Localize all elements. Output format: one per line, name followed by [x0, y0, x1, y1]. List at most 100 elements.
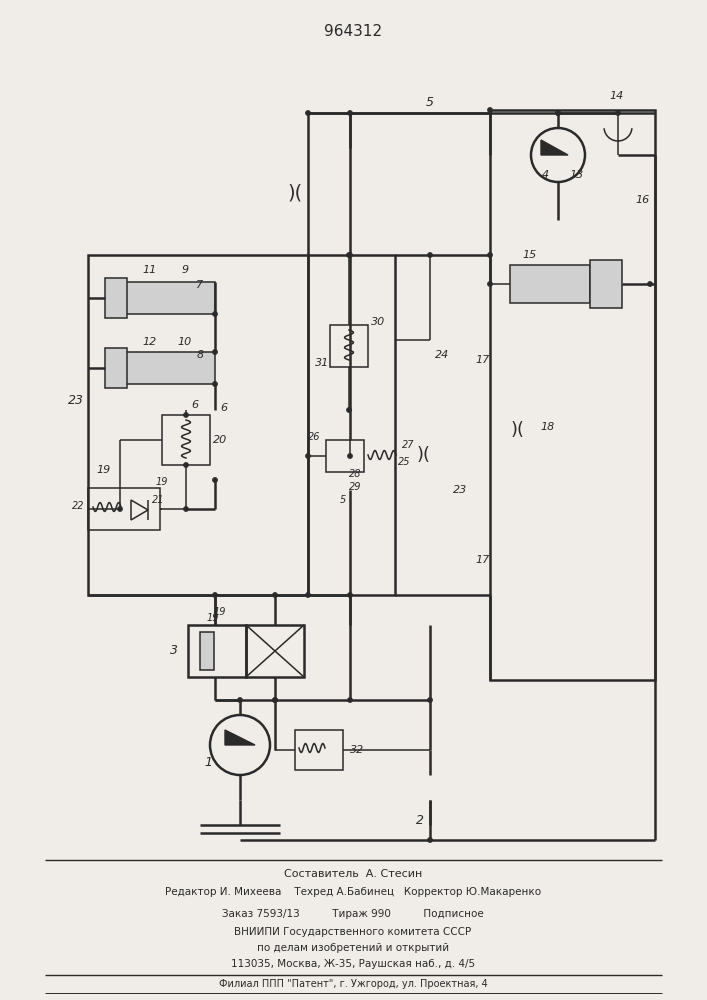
Circle shape [346, 408, 351, 412]
Text: 28: 28 [349, 469, 361, 479]
Circle shape [616, 110, 621, 115]
Text: 3: 3 [170, 644, 178, 656]
Text: 6: 6 [192, 400, 199, 410]
Text: 964312: 964312 [324, 24, 382, 39]
Circle shape [272, 698, 278, 702]
Text: ВНИИПИ Государственного комитета СССР: ВНИИПИ Государственного комитета СССР [235, 927, 472, 937]
Bar [326, 440, 364, 472]
Text: 18: 18 [541, 422, 555, 432]
Circle shape [117, 506, 122, 512]
Circle shape [213, 478, 218, 483]
Circle shape [184, 462, 189, 468]
Circle shape [488, 107, 493, 112]
Text: 6: 6 [221, 403, 228, 413]
Circle shape [238, 698, 243, 702]
Text: Заказ 7593/13          Тираж 990          Подписное: Заказ 7593/13 Тираж 990 Подписное [222, 909, 484, 919]
Bar [200, 632, 214, 670]
Text: 16: 16 [636, 195, 650, 205]
Text: 2: 2 [416, 814, 424, 826]
Circle shape [648, 282, 653, 286]
Text: 12: 12 [143, 337, 157, 347]
Bar [490, 110, 655, 680]
Text: 1: 1 [204, 756, 212, 768]
Bar [162, 415, 210, 465]
Circle shape [213, 312, 218, 316]
Circle shape [272, 698, 278, 702]
Circle shape [488, 282, 493, 286]
Text: 27: 27 [402, 440, 414, 450]
Text: 5: 5 [426, 97, 434, 109]
Text: 10: 10 [178, 337, 192, 347]
Circle shape [305, 454, 310, 458]
Text: 24: 24 [435, 350, 449, 360]
Text: 11: 11 [143, 265, 157, 275]
Text: 13: 13 [570, 170, 584, 180]
Circle shape [272, 592, 278, 597]
Circle shape [184, 412, 189, 418]
Text: )(: )( [417, 446, 431, 464]
Polygon shape [225, 730, 255, 745]
Text: 19: 19 [214, 607, 226, 617]
Text: 22: 22 [71, 501, 84, 511]
Bar [120, 352, 215, 384]
Bar [295, 730, 343, 770]
Circle shape [428, 698, 433, 702]
Text: Составитель  А. Стесин: Составитель А. Стесин [284, 869, 422, 879]
Text: 17: 17 [476, 555, 490, 565]
Circle shape [348, 252, 353, 257]
Bar [120, 282, 215, 314]
Text: 19: 19 [156, 477, 168, 487]
Text: Филиал ППП "Патент", г. Ужгород, ул. Проектная, 4: Филиал ППП "Патент", г. Ужгород, ул. Про… [218, 979, 487, 989]
Bar [88, 255, 308, 595]
Text: 25: 25 [398, 457, 410, 467]
Text: 4: 4 [542, 170, 549, 180]
Text: 9: 9 [182, 265, 189, 275]
Bar [510, 265, 590, 303]
Circle shape [213, 592, 218, 597]
Text: 113035, Москва, Ж-35, Раушская наб., д. 4/5: 113035, Москва, Ж-35, Раушская наб., д. … [231, 959, 475, 969]
Text: 20: 20 [213, 435, 227, 445]
Circle shape [428, 252, 433, 257]
Circle shape [184, 506, 189, 512]
Text: 29: 29 [349, 482, 361, 492]
Text: 30: 30 [371, 317, 385, 327]
Text: 23: 23 [453, 485, 467, 495]
Circle shape [428, 838, 433, 842]
Text: 19: 19 [206, 613, 219, 623]
Text: по делам изобретений и открытий: по делам изобретений и открытий [257, 943, 449, 953]
Circle shape [305, 592, 310, 597]
Text: 17: 17 [476, 355, 490, 365]
Text: )(: )( [511, 421, 525, 439]
Bar [330, 325, 368, 367]
Circle shape [348, 110, 353, 115]
Text: 7: 7 [197, 280, 204, 290]
Bar [246, 625, 304, 677]
Text: 26: 26 [308, 432, 320, 442]
Circle shape [348, 454, 353, 458]
Circle shape [346, 252, 351, 257]
Text: 15: 15 [523, 250, 537, 260]
Text: Редактор И. Михеева    Техред А.Бабинец   Корректор Ю.Макаренко: Редактор И. Михеева Техред А.Бабинец Кор… [165, 887, 541, 897]
Bar [105, 278, 127, 318]
Bar [590, 260, 622, 308]
Circle shape [348, 698, 353, 702]
Circle shape [488, 252, 493, 257]
Text: 32: 32 [350, 745, 364, 755]
Bar [105, 348, 127, 388]
Text: 23: 23 [68, 393, 84, 406]
Text: 14: 14 [610, 91, 624, 101]
Text: 19: 19 [97, 465, 111, 475]
Circle shape [305, 110, 310, 115]
Text: 5: 5 [340, 495, 346, 505]
Bar [88, 488, 160, 530]
Circle shape [556, 110, 561, 115]
Text: )(: )( [288, 184, 303, 202]
Bar [308, 255, 395, 595]
Circle shape [348, 592, 353, 597]
Circle shape [213, 381, 218, 386]
Polygon shape [541, 140, 568, 155]
Text: 21: 21 [152, 495, 164, 505]
Text: 8: 8 [197, 350, 204, 360]
Text: 31: 31 [315, 358, 329, 368]
Circle shape [213, 350, 218, 355]
